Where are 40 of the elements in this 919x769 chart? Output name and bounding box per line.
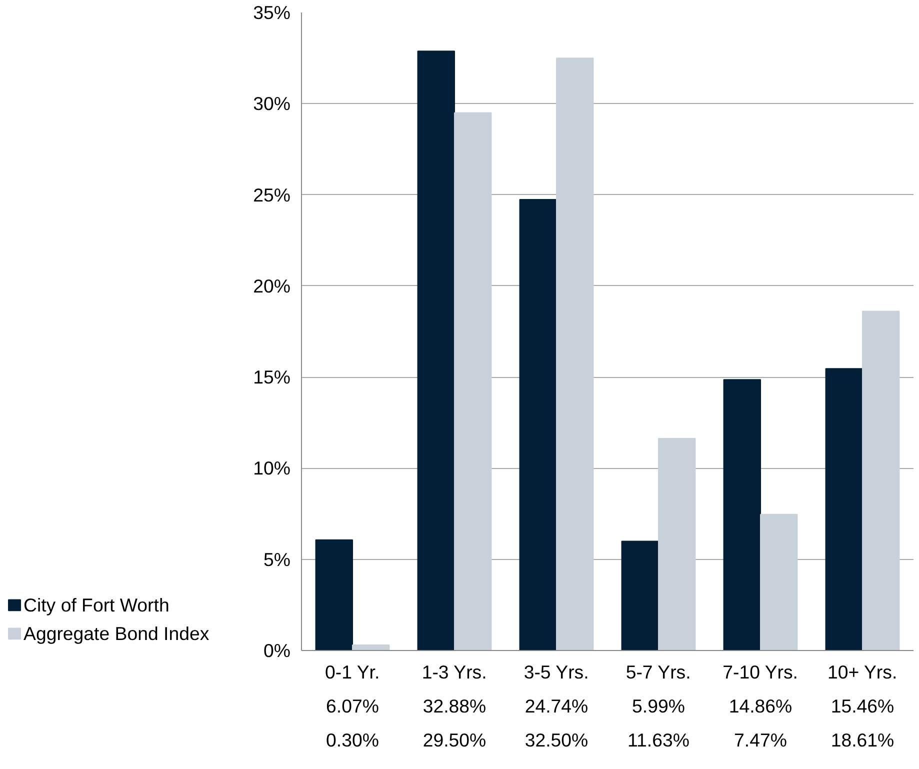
data-label: 29.50% [422, 730, 486, 750]
y-tick-label: 25% [253, 184, 291, 206]
x-tick-label: 0-1 Yr. [325, 662, 380, 682]
bar [621, 540, 659, 650]
y-tick-label: 20% [253, 275, 291, 296]
x-tick-label: 5-7 Yrs. [626, 662, 691, 682]
y-tick-label: 5% [264, 548, 291, 570]
data-label: 6.07% [326, 696, 379, 716]
data-label: 7.47% [734, 730, 787, 750]
data-label: 24.74% [524, 696, 588, 716]
x-tick-label: 3-5 Yrs. [524, 662, 589, 682]
y-tick-label: 30% [253, 93, 291, 114]
legend-label: Aggregate Bond Index [24, 623, 210, 644]
y-tick-label: 0% [264, 640, 291, 661]
bar [315, 539, 353, 650]
bar [862, 310, 900, 650]
data-label: 32.88% [422, 696, 486, 716]
y-tick-label: 35% [253, 2, 291, 23]
x-tick-label: 1-3 Yrs. [422, 662, 487, 682]
data-label: 18.61% [830, 730, 894, 750]
data-label: 0.30% [326, 730, 379, 750]
bar [760, 514, 798, 650]
legend-label: City of Fort Worth [24, 594, 170, 616]
bar [352, 644, 390, 650]
data-label: 14.86% [728, 696, 792, 716]
bar [825, 368, 863, 650]
y-tick-label: 10% [253, 458, 291, 479]
bar [454, 112, 492, 650]
bar [723, 379, 761, 650]
x-tick-label: 10+ Yrs. [828, 662, 898, 682]
data-label: 5.99% [632, 696, 685, 716]
bar [658, 438, 696, 650]
bar [519, 199, 557, 650]
bar [417, 50, 455, 650]
y-tick-label: 15% [253, 366, 291, 388]
data-label: 11.63% [628, 730, 690, 750]
bar [556, 58, 594, 650]
data-label: 15.46% [830, 696, 894, 716]
data-label: 32.50% [524, 730, 588, 750]
x-tick-label: 7-10 Yrs. [722, 662, 798, 682]
